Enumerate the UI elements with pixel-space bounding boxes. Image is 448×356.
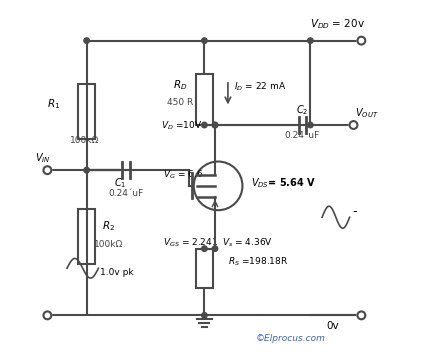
Text: $R_2$: $R_2$ [102,219,115,233]
Text: $V_{DS}$= 5.64 V: $V_{DS}$= 5.64 V [251,176,317,190]
Text: 0.24´uF: 0.24´uF [108,189,143,198]
Bar [78,84,95,139]
Circle shape [202,122,207,128]
Text: $V_{DD}$ = 20v: $V_{DD}$ = 20v [310,17,365,31]
Text: $R_1$: $R_1$ [47,97,60,111]
Circle shape [43,312,52,319]
Text: $V_D$ =10V: $V_D$ =10V [161,120,202,132]
Bar [195,74,213,125]
Text: 0.24´uF: 0.24´uF [285,131,320,140]
Text: $C_2$: $C_2$ [296,103,309,117]
Circle shape [308,122,313,128]
Bar [195,248,213,288]
Text: $R_S$ =198.18R: $R_S$ =198.18R [228,255,289,268]
Text: $C_1$: $C_1$ [114,177,126,190]
Circle shape [308,38,313,43]
Text: $R_D$: $R_D$ [173,79,187,92]
Text: $V_{OUT}$: $V_{OUT}$ [355,106,379,120]
Text: 100kΩ: 100kΩ [70,136,99,145]
Text: -: - [353,205,357,218]
Bar [78,209,95,265]
Text: ©Elprocus.com: ©Elprocus.com [255,334,325,343]
Circle shape [84,38,90,43]
Circle shape [84,167,90,173]
Circle shape [212,246,218,251]
Text: $V_{IN}$: $V_{IN}$ [35,152,51,165]
Text: 1.0v pk: 1.0v pk [100,268,134,277]
Text: $V_{GS}$ = 2.241: $V_{GS}$ = 2.241 [163,236,218,249]
Circle shape [212,122,218,128]
Text: $V_G$ = 6.6: $V_G$ = 6.6 [163,168,203,181]
Text: 450 R: 450 R [167,98,193,108]
Circle shape [212,122,218,128]
Circle shape [202,38,207,43]
Text: 100kΩ: 100kΩ [94,240,123,249]
Circle shape [202,313,207,318]
Circle shape [43,166,52,174]
Circle shape [358,312,365,319]
Text: 0v: 0v [326,321,339,331]
Circle shape [349,121,358,129]
Text: $I_D$ = 22 mA: $I_D$ = 22 mA [234,81,286,93]
Text: $V_s$ = 4.36V: $V_s$ = 4.36V [222,236,273,249]
Circle shape [202,246,207,251]
Circle shape [358,37,365,44]
